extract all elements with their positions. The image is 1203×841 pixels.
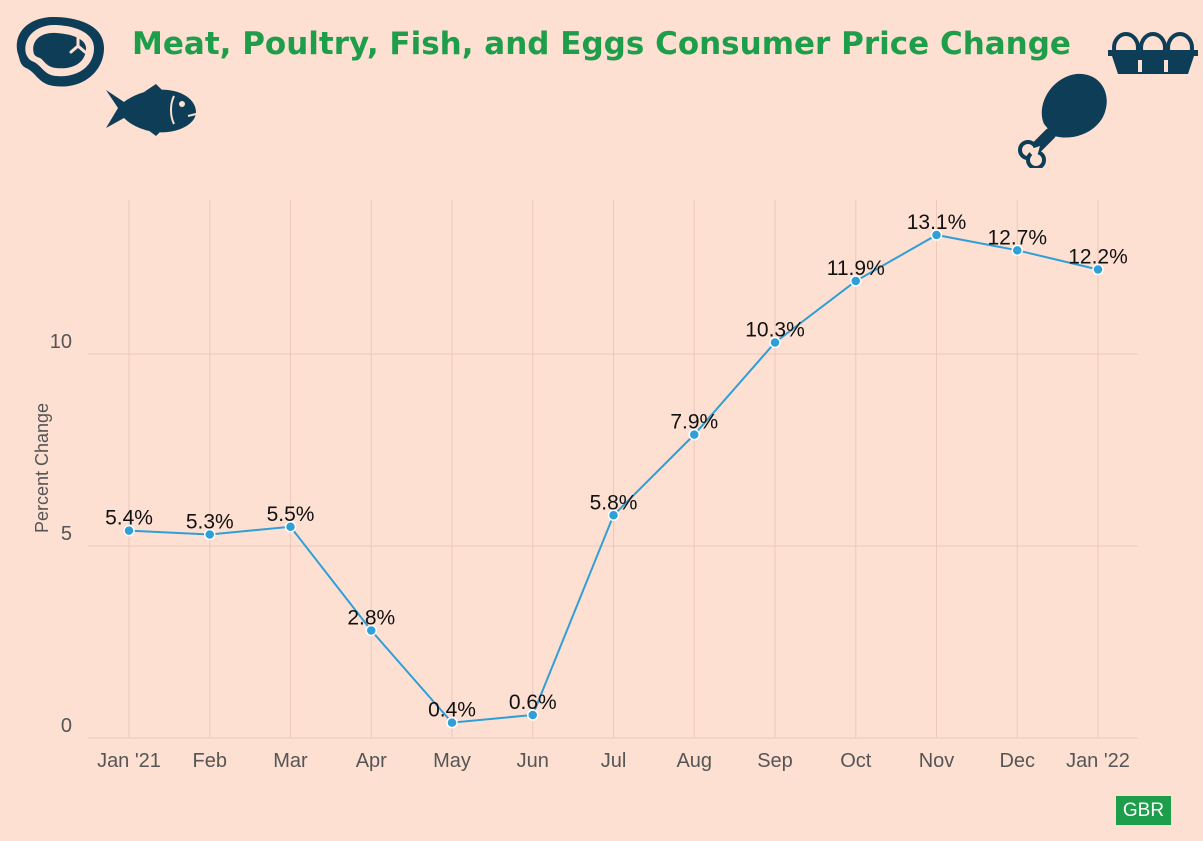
grid-lines — [88, 200, 1138, 739]
x-tick-label: May — [433, 750, 471, 772]
data-point — [204, 528, 216, 541]
x-tick-label: Dec — [999, 750, 1035, 772]
fish-icon — [106, 84, 197, 136]
data-point — [1092, 263, 1104, 276]
data-labels: 5.4% 5.3% 5.5% 2.8% 0.4% 0.6% 5.8% 7.9% 10.3% 11.… — [105, 211, 1128, 722]
y-axis-label: Percent Change — [32, 403, 52, 533]
data-point — [1011, 244, 1023, 257]
data-label: 5.4% — [105, 507, 153, 530]
data-label: 5.5% — [267, 503, 315, 526]
data-label: 11.9% — [827, 257, 885, 280]
data-point — [527, 709, 539, 721]
data-label: 13.1% — [907, 211, 967, 234]
x-tick-label: Jun — [517, 750, 549, 772]
x-tick-label: Aug — [676, 750, 712, 772]
data-label: 5.3% — [186, 510, 234, 533]
data-point — [930, 229, 943, 241]
chart-title: Meat, Poultry, Fish, and Eggs Consumer P… — [132, 26, 1071, 62]
axes: Percent Change 0 5 10 Jan '21 Feb Mar Apr May Ju… — [32, 331, 1130, 772]
y-tick-label: 10 — [50, 331, 72, 353]
data-point — [769, 336, 781, 349]
x-tick-label: Jan '22 — [1066, 750, 1130, 772]
gbr-logo: GBR — [1116, 796, 1171, 825]
data-point — [123, 524, 135, 537]
data-label: 7.9% — [670, 411, 718, 434]
data-label: 12.7% — [987, 226, 1047, 249]
steak-icon — [16, 16, 105, 87]
x-tick-label: Mar — [273, 750, 308, 772]
data-point — [365, 624, 377, 637]
data-label: 10.3% — [745, 318, 805, 341]
data-label: 0.6% — [509, 691, 557, 714]
data-label: 12.2% — [1068, 246, 1128, 269]
chicken-leg-icon — [1018, 73, 1107, 168]
data-label: 0.4% — [428, 699, 476, 722]
data-point — [850, 275, 862, 287]
data-point — [284, 521, 297, 533]
data-point — [607, 509, 620, 522]
data-label: 2.8% — [347, 606, 395, 629]
data-point — [446, 716, 458, 729]
x-tick-label: Apr — [356, 750, 387, 772]
y-tick-label: 0 — [61, 715, 72, 737]
x-tick-label: Nov — [919, 750, 955, 772]
x-tick-label: Sep — [757, 750, 793, 772]
data-label: 5.8% — [590, 491, 638, 514]
x-tick-label: Jan '21 — [97, 750, 161, 772]
y-tick-label: 5 — [61, 523, 72, 545]
x-tick-label: Oct — [840, 750, 872, 772]
egg-carton-icon — [1108, 32, 1198, 74]
x-tick-label: Jul — [601, 750, 627, 772]
data-point — [688, 428, 700, 441]
series-line — [123, 229, 1104, 729]
x-tick-label: Feb — [193, 750, 227, 772]
